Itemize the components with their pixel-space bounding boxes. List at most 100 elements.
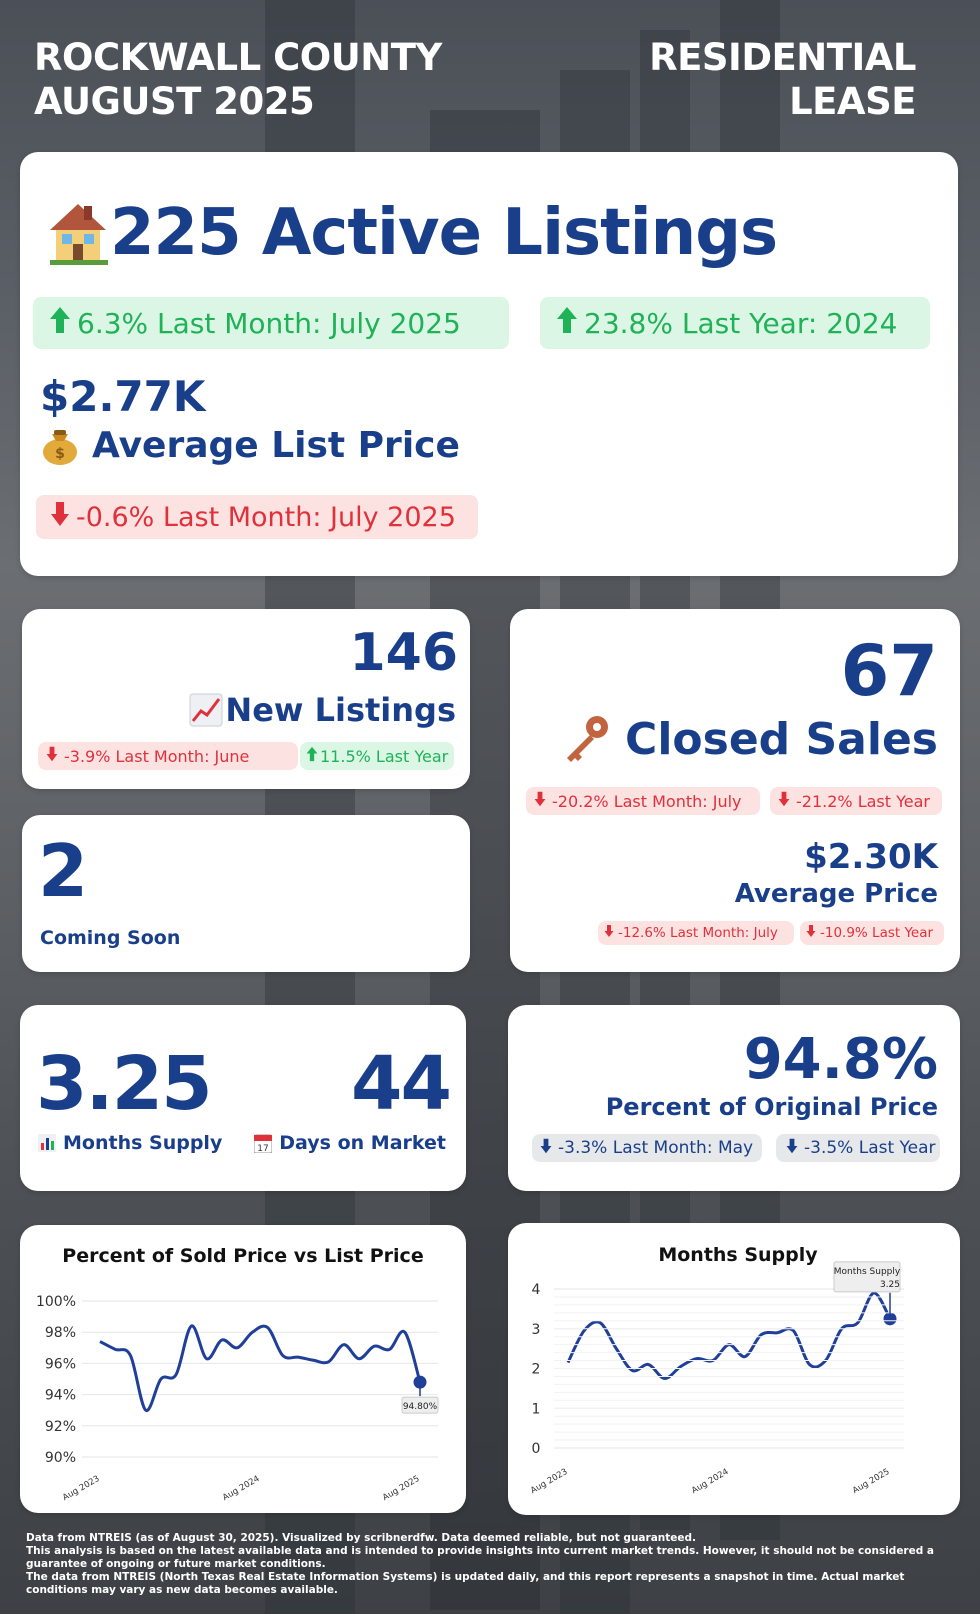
avg-list-price-change-badge: -0.6% Last Month: July 2025 xyxy=(36,495,478,539)
annotation-label: Months Supply xyxy=(834,1267,901,1277)
chart-title: Months Supply xyxy=(658,1244,818,1266)
coming-soon-value: 2 xyxy=(38,829,89,913)
x-tick-label: Aug 2024 xyxy=(221,1474,261,1503)
y-tick-label: 96% xyxy=(45,1356,76,1372)
months-supply-chart-card: Months Supply 4 3 2 1 0 Aug 2023 Aug 2024 Aug 2… xyxy=(508,1223,960,1515)
pct-original-label: Percent of Original Price xyxy=(605,1093,938,1121)
chart-title: Percent of Sold Price vs List Price xyxy=(62,1245,423,1267)
footer-line-source: Data from NTREIS (as of August 30, 2025)… xyxy=(26,1532,697,1544)
arrow-down-icon xyxy=(46,746,58,766)
avg-list-price-change-text: -0.6% Last Month: July 2025 xyxy=(76,501,456,533)
active-year-change-text: 23.8% Last Year: 2024 xyxy=(584,306,898,340)
y-tick-label: 92% xyxy=(45,1419,76,1435)
days-on-market-value: 44 xyxy=(351,1041,452,1127)
money-bag-icon: $ xyxy=(43,430,77,465)
arrow-down-icon xyxy=(806,924,816,942)
new-listings-month-text: -3.9% Last Month: June xyxy=(64,746,250,766)
series-line xyxy=(99,1324,422,1412)
pct-original-year-text: -3.5% Last Year xyxy=(804,1138,936,1158)
avg-list-price-value: $2.77K xyxy=(40,372,206,421)
supply-dom-card: 3.25 Months Supply 44 17 Days on Market xyxy=(20,1005,466,1191)
arrow-up-icon xyxy=(49,306,71,341)
closed-sales-label: Closed Sales xyxy=(625,713,938,765)
calendar-icon: 17 xyxy=(254,1134,273,1153)
active-listings-card: 225 Active Listings 6.3% Last Month: Jul… xyxy=(20,152,958,576)
pct-original-month-badge: -3.3% Last Month: May xyxy=(532,1134,762,1162)
y-tick-label: 90% xyxy=(45,1450,76,1466)
arrow-up-icon xyxy=(306,746,318,766)
arrow-down-icon xyxy=(540,1138,552,1159)
active-month-change-badge: 6.3% Last Month: July 2025 xyxy=(33,297,509,349)
listing-type-line2: LEASE xyxy=(789,80,916,123)
x-tick-label: Aug 2023 xyxy=(61,1474,101,1503)
bar-chart-icon xyxy=(38,1134,56,1152)
new-listings-value: 146 xyxy=(349,623,458,683)
header-type: RESIDENTIAL LEASE xyxy=(649,36,916,124)
x-tick-label: Aug 2024 xyxy=(690,1467,730,1496)
pct-original-card: 94.8% Percent of Original Price -3.3% La… xyxy=(508,1005,960,1191)
closed-sales-year-badge: -21.2% Last Year xyxy=(770,787,942,815)
house-icon xyxy=(50,204,108,265)
y-tick-label: 3 xyxy=(532,1322,541,1338)
x-tick-label: Aug 2025 xyxy=(381,1474,421,1503)
arrow-down-icon xyxy=(604,924,614,942)
active-month-change-text: 6.3% Last Month: July 2025 xyxy=(77,306,461,340)
header-county: ROCKWALL COUNTY AUGUST 2025 xyxy=(34,36,442,124)
arrow-down-icon xyxy=(786,1138,798,1159)
x-tick-label: Aug 2023 xyxy=(529,1467,569,1496)
y-tick-label: 100% xyxy=(36,1294,76,1310)
arrow-down-icon xyxy=(50,501,70,534)
y-tick-label: 0 xyxy=(532,1441,541,1457)
footer-disclaimer: Data from NTREIS (as of August 30, 2025)… xyxy=(26,1532,966,1597)
annotation-box xyxy=(401,1396,439,1414)
closed-avg-month-text: -12.6% Last Month: July xyxy=(618,925,778,941)
days-on-market-label: Days on Market xyxy=(279,1132,446,1154)
closed-sales-month-text: -20.2% Last Month: July xyxy=(552,791,742,811)
new-listings-year-text: 11.5% Last Year xyxy=(320,746,449,766)
new-listings-month-badge: -3.9% Last Month: June xyxy=(38,742,298,770)
listing-type-line1: RESIDENTIAL xyxy=(649,36,916,79)
closed-sales-value: 67 xyxy=(840,630,938,712)
y-tick-label: 98% xyxy=(45,1325,76,1341)
closed-avg-price-label: Average Price xyxy=(734,879,938,909)
chart-increasing-icon xyxy=(189,693,223,727)
closed-sales-month-badge: -20.2% Last Month: July xyxy=(526,787,760,815)
pct-original-year-badge: -3.5% Last Year xyxy=(776,1134,940,1162)
days-on-market-heading: 17 Days on Market xyxy=(254,1132,446,1154)
closed-sales-card: 67 Closed Sales -20.2% Last Month: July … xyxy=(510,609,960,972)
closed-avg-year-badge: -10.9% Last Year xyxy=(800,921,944,945)
active-listings-title: 225 Active Listings xyxy=(110,196,778,270)
coming-soon-label: Coming Soon xyxy=(40,927,181,949)
svg-text:$: $ xyxy=(55,446,65,462)
new-listings-year-badge: 11.5% Last Year xyxy=(300,742,454,770)
y-tick-label: 94% xyxy=(45,1388,76,1404)
arrow-up-icon xyxy=(556,306,578,341)
new-listings-card: 146 New Listings -3.9% Last Month: June … xyxy=(22,609,470,789)
svg-text:17: 17 xyxy=(258,1144,269,1153)
coming-soon-card: 2 Coming Soon xyxy=(22,815,470,972)
active-listings-heading: 225 Active Listings xyxy=(46,196,778,270)
months-supply-chart: Months Supply 4 3 2 1 0 Aug 2023 Aug 2024 Aug 2… xyxy=(529,1244,904,1496)
pct-original-month-text: -3.3% Last Month: May xyxy=(558,1138,754,1158)
arrow-down-icon xyxy=(778,791,790,811)
county-name: ROCKWALL COUNTY xyxy=(34,36,442,79)
closed-sales-heading: Closed Sales xyxy=(561,713,938,765)
avg-list-price-label: Average List Price xyxy=(92,424,460,466)
active-year-change-badge: 23.8% Last Year: 2024 xyxy=(540,297,930,349)
closed-avg-year-text: -10.9% Last Year xyxy=(820,925,934,941)
y-tick-label: 4 xyxy=(532,1282,541,1298)
y-tick-label: 2 xyxy=(532,1362,541,1378)
months-supply-label: Months Supply xyxy=(63,1132,223,1154)
sold-vs-list-chart-card: Percent of Sold Price vs List Price 100%… xyxy=(20,1225,466,1513)
x-tick-label: Aug 2025 xyxy=(851,1467,891,1496)
closed-avg-month-badge: -12.6% Last Month: July xyxy=(598,921,794,945)
new-listings-heading: New Listings xyxy=(189,691,456,729)
months-supply-value: 3.25 xyxy=(36,1041,213,1127)
series-line xyxy=(566,1291,892,1380)
annotation-box xyxy=(833,1261,901,1293)
closed-avg-price-value: $2.30K xyxy=(804,837,938,877)
annotation-value: 3.25 xyxy=(880,1280,900,1290)
footer-line-analysis: This analysis is based on the latest ava… xyxy=(26,1545,934,1570)
pct-original-value: 94.8% xyxy=(743,1027,938,1092)
arrow-down-icon xyxy=(534,791,546,811)
